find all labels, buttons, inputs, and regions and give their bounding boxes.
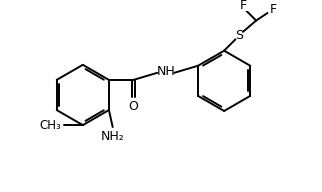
Text: CH₃: CH₃ <box>39 119 61 132</box>
Text: NH₂: NH₂ <box>101 130 125 143</box>
Text: S: S <box>235 29 243 42</box>
Text: F: F <box>239 0 247 12</box>
Text: F: F <box>270 3 277 16</box>
Text: O: O <box>128 100 138 113</box>
Text: NH: NH <box>156 65 175 78</box>
